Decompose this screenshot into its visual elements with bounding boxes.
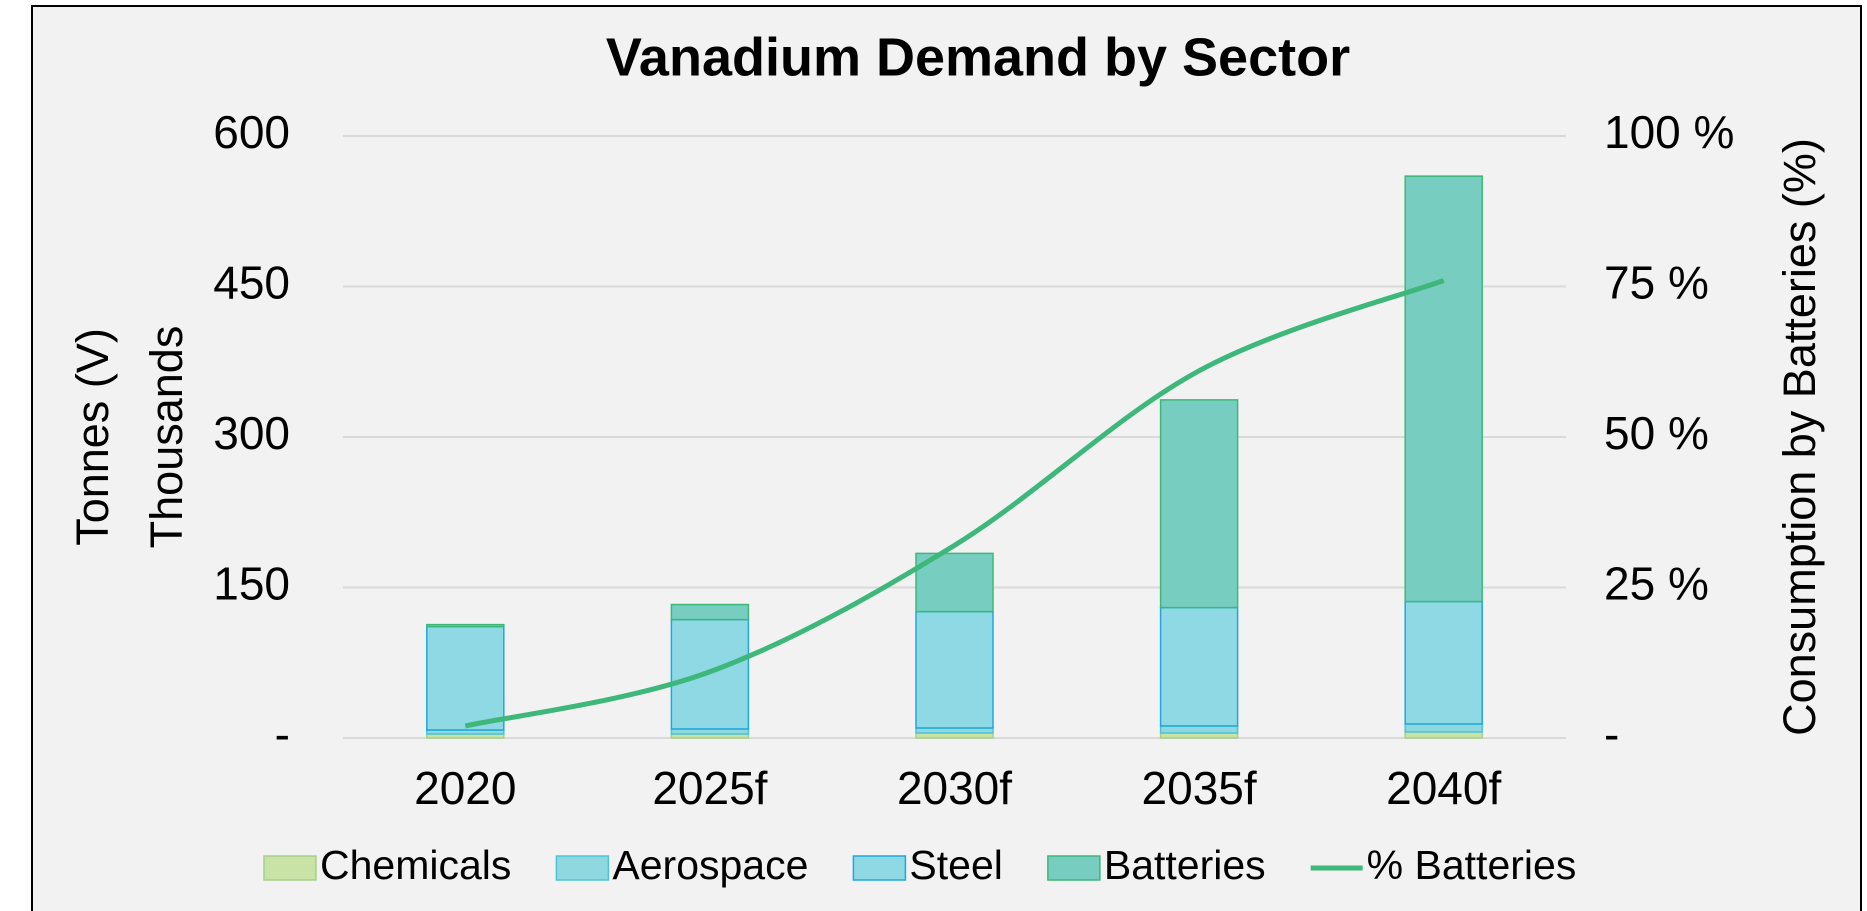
- bar-segment: [1404, 723, 1483, 733]
- legend-swatch: [852, 855, 907, 881]
- bar-segment: [1159, 725, 1239, 734]
- bar-segment: [1159, 606, 1239, 727]
- y-tick-label: 600: [213, 106, 290, 158]
- bar-segment: [670, 728, 750, 735]
- y-axis-unit: Thousands: [141, 326, 192, 549]
- x-tick-label: 2020: [414, 762, 516, 814]
- bar-segment: [915, 552, 994, 613]
- bar-segment: [1404, 175, 1483, 603]
- y2-tick-label: 25 %: [1604, 558, 1709, 610]
- y-tick-label: 300: [213, 407, 290, 459]
- bar-segment: [426, 623, 505, 628]
- legend-label: % Batteries: [1367, 842, 1577, 888]
- bar-segment: [1404, 600, 1483, 725]
- x-tick-label: 2030f: [897, 762, 1012, 814]
- bar-segment: [426, 625, 505, 731]
- y2-tick-label: 75 %: [1604, 257, 1709, 309]
- y2-axis-label: Consumption by Batteries (%): [1774, 138, 1825, 736]
- bar-segment: [915, 610, 994, 729]
- bar-segment: [915, 732, 994, 739]
- legend-swatch: [1047, 855, 1101, 881]
- y2-tick-label: -: [1604, 708, 1619, 760]
- bar-segment: [670, 603, 750, 621]
- x-tick-label: 2035f: [1142, 762, 1257, 814]
- y-tick-label: 450: [213, 257, 290, 309]
- y-axis-label: Tonnes (V): [67, 328, 118, 546]
- y2-tick-label: 100 %: [1604, 106, 1734, 158]
- y-tick-label: 150: [213, 558, 290, 610]
- chart-frame: [31, 5, 1862, 911]
- bar-segment: [1404, 731, 1483, 739]
- bar-segment: [1159, 399, 1239, 609]
- bar-segment: [915, 727, 994, 734]
- legend-label: Chemicals: [320, 842, 511, 888]
- legend-swatch: [555, 855, 610, 881]
- x-tick-label: 2040f: [1386, 762, 1501, 814]
- legend-label: Batteries: [1104, 842, 1266, 888]
- x-tick-label: 2025f: [652, 762, 767, 814]
- y-tick-label: -: [275, 708, 290, 760]
- legend-label: Aerospace: [612, 842, 808, 888]
- bar-segment: [1159, 732, 1239, 739]
- chart-title: Vanadium Demand by Sector: [606, 27, 1350, 87]
- legend-label: Steel: [909, 842, 1002, 888]
- legend-swatch: [263, 855, 317, 881]
- line: [464, 278, 1445, 729]
- y2-tick-label: 50 %: [1604, 407, 1709, 459]
